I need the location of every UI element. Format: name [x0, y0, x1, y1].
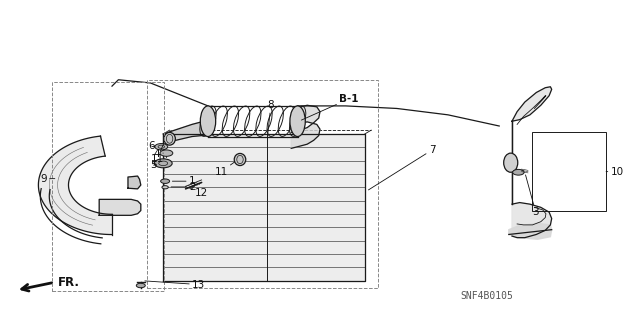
Text: 11: 11	[214, 162, 234, 177]
Text: 2: 2	[171, 182, 195, 192]
Text: 6: 6	[148, 141, 155, 152]
Circle shape	[161, 179, 170, 183]
Ellipse shape	[200, 106, 216, 137]
Text: 10: 10	[606, 167, 624, 177]
Circle shape	[155, 144, 168, 150]
Text: 1: 1	[172, 176, 195, 186]
Circle shape	[160, 150, 173, 156]
Polygon shape	[512, 87, 552, 238]
Bar	[147, 80, 378, 288]
Text: 13: 13	[145, 279, 205, 290]
Text: SNF4B0105: SNF4B0105	[461, 291, 514, 301]
Text: 11: 11	[150, 143, 164, 164]
Ellipse shape	[164, 132, 175, 145]
Text: 9: 9	[40, 174, 55, 184]
Text: FR.: FR.	[58, 276, 79, 289]
Circle shape	[162, 186, 168, 189]
Polygon shape	[291, 105, 320, 148]
Polygon shape	[163, 121, 208, 144]
Text: 3: 3	[525, 175, 539, 218]
Bar	[532, 132, 606, 211]
Polygon shape	[38, 136, 112, 234]
Text: B-1: B-1	[301, 94, 358, 120]
Polygon shape	[163, 134, 365, 281]
Text: 8: 8	[268, 100, 274, 134]
Polygon shape	[99, 199, 141, 215]
Bar	[52, 82, 164, 291]
Text: 7: 7	[369, 145, 435, 190]
Text: 12: 12	[190, 188, 209, 198]
Text: 4: 4	[154, 149, 163, 159]
Text: 5: 5	[150, 160, 157, 170]
Ellipse shape	[234, 153, 246, 166]
Polygon shape	[128, 176, 141, 189]
Ellipse shape	[504, 153, 518, 172]
Circle shape	[136, 283, 145, 288]
Ellipse shape	[290, 106, 305, 137]
Circle shape	[154, 159, 172, 168]
Polygon shape	[509, 223, 552, 239]
Circle shape	[513, 169, 524, 175]
